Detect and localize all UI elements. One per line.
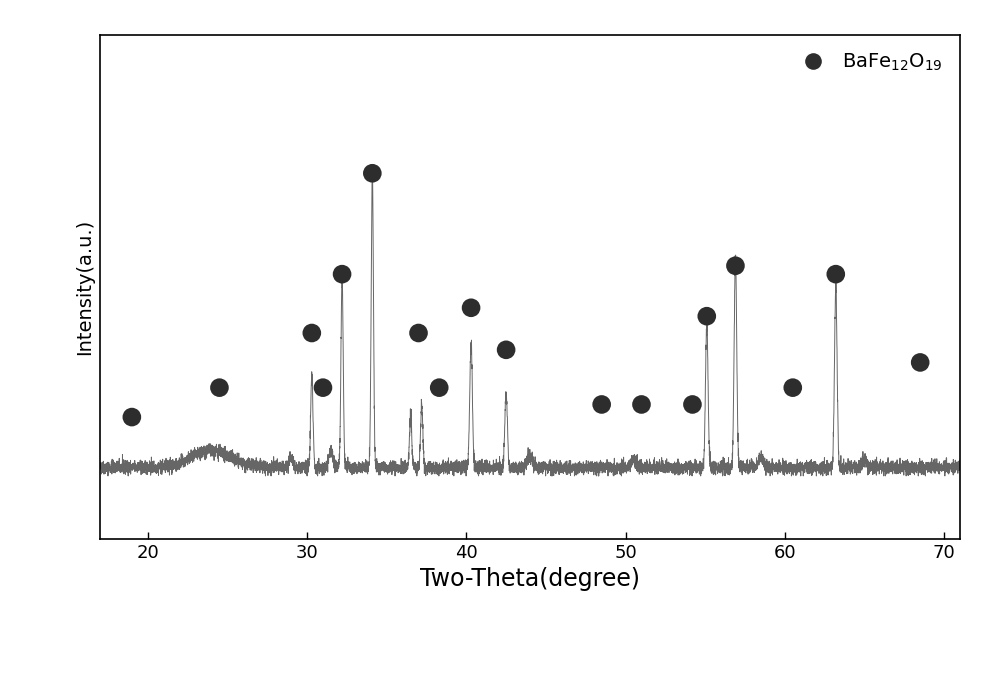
Point bbox=[912, 357, 928, 368]
Point bbox=[334, 269, 350, 280]
Point bbox=[315, 382, 331, 393]
Point bbox=[498, 344, 514, 355]
Legend: BaFe$_{12}$O$_{19}$: BaFe$_{12}$O$_{19}$ bbox=[785, 44, 950, 81]
Point bbox=[431, 382, 447, 393]
Point bbox=[594, 399, 610, 410]
Point bbox=[411, 328, 427, 339]
Point bbox=[364, 168, 380, 179]
X-axis label: Two-Theta(degree): Two-Theta(degree) bbox=[420, 567, 640, 591]
Point bbox=[699, 311, 715, 322]
Point bbox=[684, 399, 700, 410]
Point bbox=[785, 382, 801, 393]
Point bbox=[211, 382, 227, 393]
Point bbox=[304, 328, 320, 339]
Point bbox=[633, 399, 649, 410]
Point bbox=[828, 269, 844, 280]
Point bbox=[727, 261, 743, 272]
Point bbox=[124, 412, 140, 423]
Y-axis label: Intensity(a.u.): Intensity(a.u.) bbox=[75, 218, 94, 355]
Point bbox=[463, 302, 479, 313]
